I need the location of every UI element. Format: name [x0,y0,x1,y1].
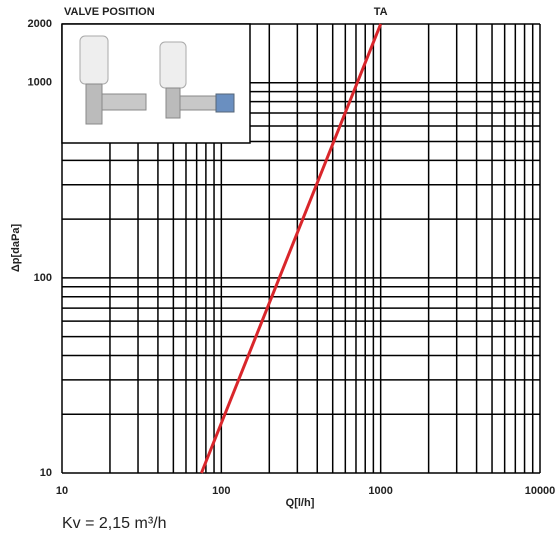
annotation: VALVE POSITION [64,6,155,18]
x-tick-label: 10 [56,485,68,497]
x-tick-label: 1000 [368,485,392,497]
valve-picture [61,23,251,144]
x-tick-label: 10000 [525,485,556,497]
y-tick-label: 100 [34,272,52,284]
footnote: Kv = 2,15 m³/h [62,515,167,532]
y-tick-label: 2000 [28,18,52,30]
data-line [200,23,383,474]
x-tick-label: 100 [212,485,230,497]
y-tick-label: 1000 [28,77,52,89]
y-axis-label: Δp[daPa] [10,224,22,273]
series-label: TA [374,6,388,18]
x-axis-label: Q[l/h] [286,497,315,509]
y-tick-label: 10 [40,467,52,479]
